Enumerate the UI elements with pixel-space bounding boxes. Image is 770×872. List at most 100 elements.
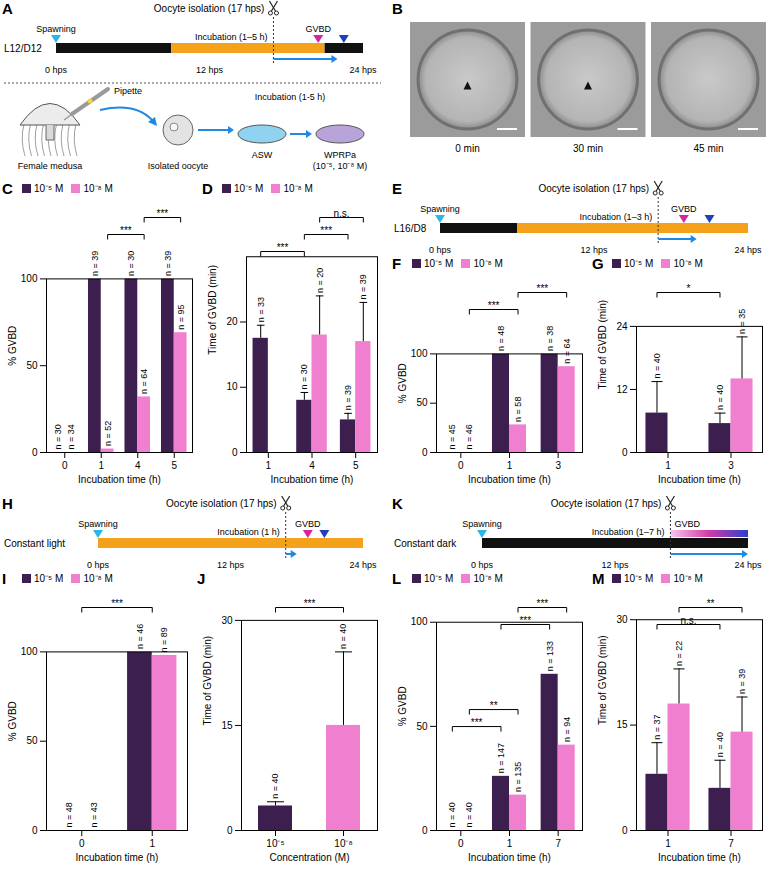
svg-text:0: 0	[32, 447, 38, 458]
svg-text:24 hps: 24 hps	[349, 65, 377, 75]
svg-text:***: ***	[537, 598, 549, 609]
svg-text:1: 1	[665, 460, 671, 471]
svg-text:Incubation (1–7 h): Incubation (1–7 h)	[592, 527, 665, 537]
svg-text:100: 100	[411, 616, 428, 627]
svg-text:Time of GVBD (min): Time of GVBD (min)	[597, 300, 608, 390]
svg-text:45 min: 45 min	[693, 143, 723, 154]
svg-text:0: 0	[32, 825, 38, 836]
svg-text:Incubation (1-5 h): Incubation (1-5 h)	[255, 92, 326, 102]
svg-text:Incubation time (h): Incubation time (h)	[468, 474, 551, 485]
svg-text:Incubation time (h): Incubation time (h)	[658, 852, 741, 863]
svg-text:***: ***	[471, 717, 483, 728]
svg-text:0: 0	[622, 447, 628, 458]
svg-text:12 hps: 12 hps	[601, 560, 629, 570]
svg-text:L16/D8: L16/D8	[394, 223, 427, 234]
svg-text:0 hps: 0 hps	[87, 560, 110, 570]
svg-text:*: *	[687, 283, 691, 294]
svg-text:Pipette: Pipette	[114, 86, 142, 96]
svg-text:Spawning: Spawning	[36, 24, 76, 34]
svg-text:% GVBD: % GVBD	[7, 701, 18, 741]
svg-text:L12/D12: L12/D12	[4, 43, 42, 54]
svg-text:30: 30	[616, 614, 628, 625]
svg-text:n = 48: n = 48	[496, 326, 506, 351]
svg-text:100: 100	[21, 646, 38, 657]
svg-text:**: **	[490, 700, 498, 711]
svg-text:***: ***	[157, 208, 169, 219]
svg-text:5: 5	[353, 460, 359, 471]
svg-text:1: 1	[507, 460, 513, 471]
svg-text:30 min: 30 min	[573, 143, 603, 154]
svg-text:% GVBD: % GVBD	[7, 326, 18, 366]
svg-text:24 hps: 24 hps	[349, 560, 377, 570]
svg-text:n = 64: n = 64	[139, 369, 149, 394]
svg-text:Incubation time (h): Incubation time (h)	[658, 474, 741, 485]
svg-text:10: 10	[226, 381, 238, 392]
svg-text:n = 45: n = 45	[447, 424, 457, 449]
svg-text:100: 100	[411, 348, 428, 359]
svg-text:(10⁻⁵, 10⁻⁸ M): (10⁻⁵, 10⁻⁸ M)	[313, 161, 368, 171]
svg-text:50: 50	[416, 397, 428, 408]
svg-text:0: 0	[232, 447, 238, 458]
svg-text:Constant dark: Constant dark	[394, 538, 457, 549]
svg-text:***: ***	[120, 225, 132, 236]
svg-text:Oocyte isolation (17 hps): Oocyte isolation (17 hps)	[551, 498, 662, 509]
svg-text:n = 39: n = 39	[90, 251, 100, 276]
svg-text:Incubation time (h): Incubation time (h)	[468, 852, 551, 863]
svg-text:n = 40: n = 40	[338, 624, 348, 649]
svg-text:7: 7	[728, 838, 734, 849]
svg-text:Constant light: Constant light	[4, 538, 65, 549]
svg-text:0 hps: 0 hps	[429, 245, 452, 255]
svg-text:4: 4	[135, 460, 141, 471]
svg-text:50: 50	[416, 721, 428, 732]
svg-text:0: 0	[458, 838, 464, 849]
svg-text:n = 40: n = 40	[447, 802, 457, 827]
svg-text:n = 30: n = 30	[126, 251, 136, 276]
svg-text:**: **	[707, 598, 715, 609]
svg-text:Incubation time (h): Incubation time (h)	[78, 474, 161, 485]
svg-text:n = 20: n = 20	[315, 268, 325, 293]
svg-text:1: 1	[507, 838, 513, 849]
svg-text:12 hps: 12 hps	[196, 65, 224, 75]
svg-text:50: 50	[26, 735, 38, 746]
svg-text:0: 0	[227, 825, 233, 836]
svg-text:1: 1	[266, 460, 272, 471]
svg-text:n = 40: n = 40	[652, 353, 662, 378]
svg-text:***: ***	[519, 615, 531, 626]
svg-text:0: 0	[62, 460, 68, 471]
svg-text:5: 5	[171, 460, 177, 471]
svg-text:Spawning: Spawning	[462, 519, 502, 529]
svg-text:10⁻⁵: 10⁻⁵	[266, 838, 284, 849]
svg-text:Spawning: Spawning	[78, 519, 118, 529]
svg-text:n = 40: n = 40	[715, 385, 725, 410]
svg-text:Concentration (M): Concentration (M)	[269, 852, 349, 863]
svg-text:0 min: 0 min	[455, 143, 479, 154]
svg-text:1: 1	[149, 838, 155, 849]
svg-text:12 hps: 12 hps	[580, 245, 608, 255]
svg-text:12 hps: 12 hps	[217, 560, 245, 570]
svg-text:50: 50	[26, 360, 38, 371]
svg-text:n = 40: n = 40	[715, 732, 725, 757]
svg-text:15: 15	[221, 720, 233, 731]
svg-text:Oocyte isolation (17 hps): Oocyte isolation (17 hps)	[539, 183, 650, 194]
svg-text:n = 95: n = 95	[176, 304, 186, 329]
svg-text:n = 133: n = 133	[545, 641, 555, 671]
svg-text:0: 0	[422, 825, 428, 836]
svg-text:GVBD: GVBD	[295, 519, 321, 529]
svg-text:n = 35: n = 35	[737, 309, 747, 334]
svg-text:n = 39: n = 39	[343, 385, 353, 410]
svg-text:n = 43: n = 43	[89, 802, 99, 827]
svg-text:1: 1	[98, 460, 104, 471]
svg-text:Oocyte isolation (17 hps): Oocyte isolation (17 hps)	[154, 3, 265, 14]
svg-text:***: ***	[277, 242, 289, 253]
svg-text:% GVBD: % GVBD	[397, 363, 408, 403]
svg-text:24 hps: 24 hps	[734, 245, 762, 255]
svg-text:Incubation (1–5 h): Incubation (1–5 h)	[195, 32, 268, 42]
svg-text:3: 3	[728, 460, 734, 471]
svg-text:0: 0	[622, 825, 628, 836]
svg-text:3: 3	[555, 460, 561, 471]
svg-text:***: ***	[320, 225, 332, 236]
svg-text:Incubation time (h): Incubation time (h)	[76, 852, 159, 863]
svg-text:n.s.: n.s.	[680, 615, 696, 626]
svg-text:Incubation time (h): Incubation time (h)	[271, 474, 354, 485]
svg-text:Time of GVBD (min): Time of GVBD (min)	[202, 636, 213, 726]
